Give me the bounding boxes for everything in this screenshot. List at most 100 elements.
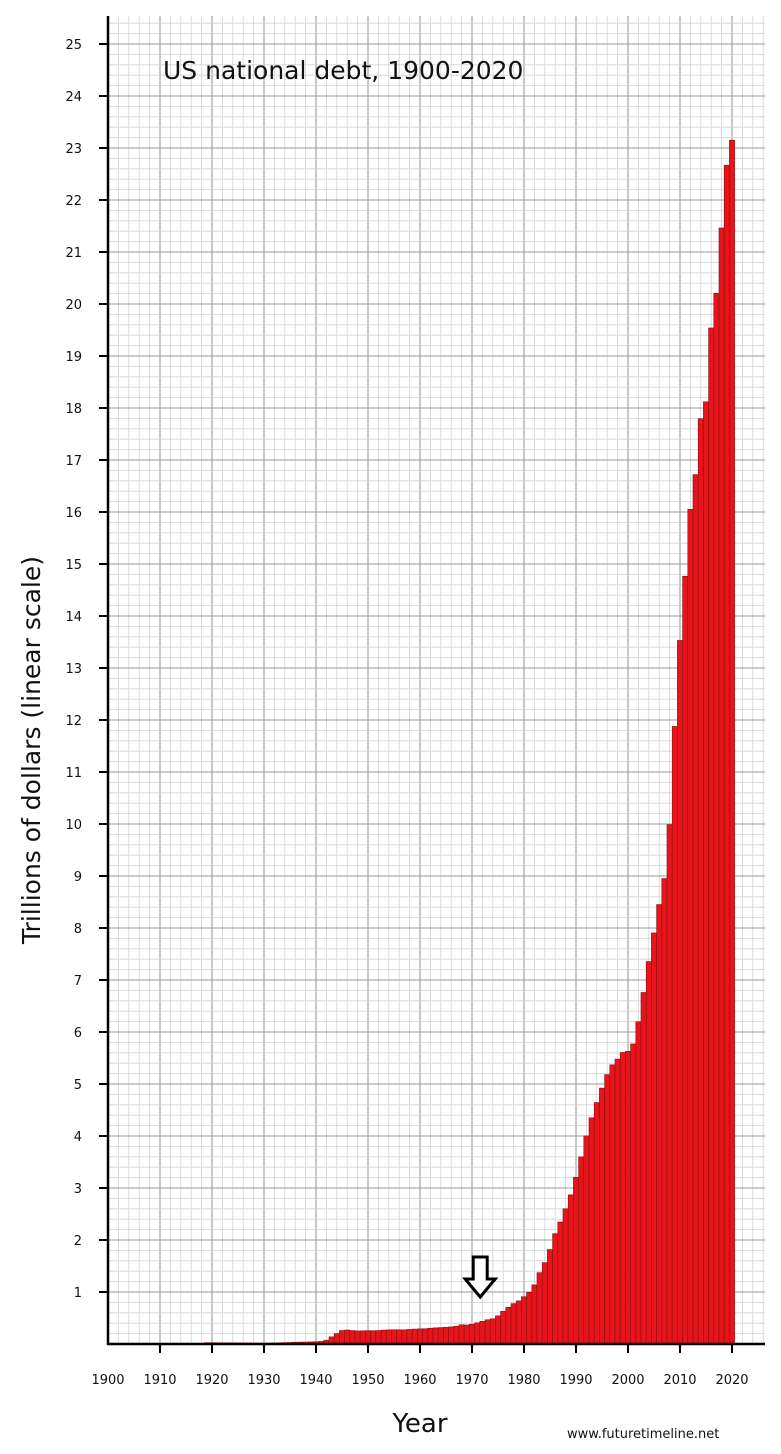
bar-2012 [687, 509, 694, 1345]
y-tick-label: 2 [74, 1234, 82, 1249]
x-tick-label: 1920 [195, 1373, 228, 1388]
bar-1965 [443, 1326, 449, 1345]
y-tick-label: 7 [74, 974, 82, 989]
y-tick-label: 23 [65, 142, 82, 157]
bar-2005 [651, 932, 657, 1345]
y-tick-label: 3 [74, 1182, 82, 1197]
x-tick-label: 1960 [403, 1373, 436, 1388]
x-tick-label: 2010 [663, 1373, 696, 1388]
bar-1944 [333, 1333, 340, 1345]
y-tick-label: 22 [65, 194, 82, 209]
bar-2017 [713, 293, 720, 1345]
bar-1996 [604, 1074, 611, 1345]
bar-2008 [666, 824, 673, 1345]
bar-1948 [354, 1330, 361, 1345]
credit-text: www.futuretimeline.net [567, 1427, 719, 1442]
x-tick-label: 2000 [611, 1373, 644, 1388]
bar-1971 [474, 1322, 481, 1345]
bar-1989 [567, 1194, 574, 1345]
x-tick-label: 1970 [455, 1373, 488, 1388]
y-tick-label: 24 [65, 90, 82, 105]
bar-1962 [427, 1327, 434, 1345]
y-tick-label: 21 [65, 246, 82, 261]
bar-2003 [640, 992, 647, 1345]
bar-2014 [697, 418, 704, 1345]
x-tick-label: 1930 [247, 1373, 280, 1388]
bar-2002 [635, 1021, 642, 1345]
bar-1966 [448, 1326, 455, 1345]
bar-1961 [422, 1328, 429, 1345]
bar-1988 [562, 1208, 569, 1345]
bar-1993 [588, 1117, 595, 1345]
bar-1982 [531, 1284, 538, 1345]
x-tick-label: 2020 [715, 1373, 748, 1388]
bar-1970 [469, 1323, 475, 1345]
bar-1991 [578, 1156, 585, 1345]
grid [107, 16, 765, 1345]
bar-1981 [526, 1291, 533, 1345]
bar-2000 [625, 1050, 631, 1345]
bar-1980 [521, 1296, 527, 1345]
bar-1998 [614, 1058, 621, 1345]
y-tick-label: 1 [74, 1286, 82, 1301]
bar-2006 [656, 904, 663, 1345]
bar-2001 [630, 1043, 637, 1345]
y-tick-label: 10 [65, 818, 82, 833]
bar-1960 [417, 1328, 423, 1345]
bar-1979 [515, 1300, 522, 1345]
bar-1999 [619, 1052, 626, 1345]
x-tick-label: 1940 [299, 1373, 332, 1388]
bar-2011 [682, 575, 689, 1345]
bar-1950 [365, 1330, 371, 1345]
x-tick-label: 1980 [507, 1373, 540, 1388]
bar-1956 [396, 1329, 403, 1345]
chart-title: US national debt, 1900-2020 [163, 56, 523, 85]
bar-1987 [557, 1221, 564, 1345]
bar-1978 [510, 1303, 517, 1345]
y-tick-label: 11 [65, 766, 82, 781]
y-tick-label: 8 [74, 922, 82, 937]
x-axis-label: Year [391, 1409, 447, 1439]
bar-1945 [339, 1330, 345, 1345]
bar-2015 [703, 401, 709, 1345]
bar-1946 [344, 1329, 351, 1345]
bar-1972 [479, 1321, 486, 1345]
x-tick-label: 1950 [351, 1373, 384, 1388]
y-tick-label: 16 [65, 506, 82, 521]
y-tick-label: 17 [65, 454, 82, 469]
y-tick-label: 4 [74, 1130, 82, 1145]
axes [99, 16, 765, 1353]
bar-2020 [729, 139, 735, 1345]
bar-1994 [593, 1102, 600, 1345]
bar-1955 [391, 1329, 397, 1345]
y-tick-label: 5 [74, 1078, 82, 1093]
bar-1977 [505, 1306, 512, 1345]
x-tick-label: 1910 [143, 1373, 176, 1388]
bar-1974 [489, 1318, 496, 1345]
bar-2013 [692, 474, 699, 1345]
y-tick-label: 25 [65, 38, 82, 53]
bar-1968 [458, 1324, 465, 1345]
bar-1984 [541, 1262, 548, 1345]
bar-1951 [370, 1330, 377, 1345]
y-tick-labels: 1234567891011121314151617181920212223242… [65, 38, 82, 1301]
y-tick-label: 15 [65, 558, 82, 573]
x-tick-labels: 1900 1910 1920 1930 1940 1950 1960 1970 1980 1990… [91, 1373, 748, 1388]
y-tick-label: 20 [65, 298, 82, 313]
bar-1969 [463, 1324, 470, 1345]
bar-1952 [375, 1330, 382, 1345]
bar-1985 [547, 1249, 553, 1345]
bar-1990 [573, 1176, 579, 1345]
y-tick-label: 6 [74, 1026, 82, 1041]
bar-1963 [432, 1327, 439, 1345]
down-arrow-icon [461, 1255, 499, 1300]
bar-1953 [380, 1329, 387, 1345]
bars [193, 139, 735, 1345]
bar-1983 [536, 1272, 543, 1345]
bar-1947 [349, 1330, 356, 1345]
down-arrow-shape [461, 1255, 499, 1300]
bar-1964 [437, 1327, 444, 1345]
bar-2009 [671, 726, 678, 1345]
bar-2016 [708, 327, 715, 1345]
